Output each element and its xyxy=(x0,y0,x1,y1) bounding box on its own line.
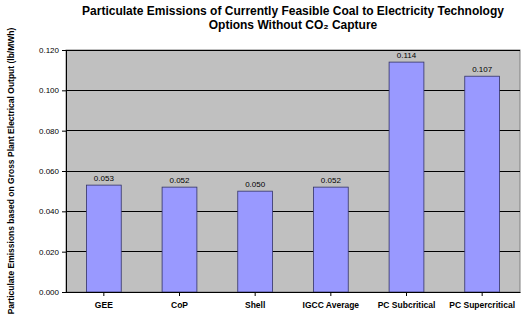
tick-mark xyxy=(103,292,104,296)
bar xyxy=(313,187,348,292)
tick-mark xyxy=(330,292,331,296)
data-label: 0.114 xyxy=(397,51,417,60)
tick-label: CoP xyxy=(171,300,188,310)
grid-line xyxy=(66,251,520,252)
plot-background xyxy=(66,50,520,292)
tick-label: 0.120 xyxy=(39,46,60,55)
tick: GEE xyxy=(95,292,113,310)
tick-label: 0.040 xyxy=(39,207,60,216)
text-line: Particulate Emissions of Currently Feasi… xyxy=(82,4,504,18)
data-label: 0.053 xyxy=(94,174,115,183)
data-label: 0.050 xyxy=(245,180,266,189)
tick-label: PC Supercritical xyxy=(449,300,515,310)
tick: PC Subcritical xyxy=(378,292,436,310)
grid-line xyxy=(66,292,520,293)
title: Particulate Emissions of Currently Feasi… xyxy=(82,4,504,32)
tick: 0.120 xyxy=(39,46,66,55)
tick: IGCC Average xyxy=(303,292,360,310)
data-labels: 0.053 0.052 0.050 0.052 0.114 0.107 xyxy=(94,51,493,189)
tick-mark xyxy=(62,252,66,253)
bar xyxy=(389,62,424,292)
tick: 0.000 xyxy=(39,288,66,297)
grid-line xyxy=(66,50,520,51)
plot-area: 0.000 0.020 0.040 0.060 0.080 0.100 0.120 GEE Co… xyxy=(39,46,521,310)
data-label: 0.107 xyxy=(472,65,493,74)
grid-line xyxy=(66,171,520,172)
grid-line xyxy=(66,211,520,212)
bars xyxy=(86,62,499,292)
tick: PC Supercritical xyxy=(449,292,515,310)
tick-mark xyxy=(62,131,66,132)
bar xyxy=(238,191,273,292)
tick-label: GEE xyxy=(95,300,113,310)
text-line: Options Without CO₂ Capture xyxy=(209,18,378,32)
y-axis: 0.000 0.020 0.040 0.060 0.080 0.100 0.120 xyxy=(39,46,67,297)
chart: 0.000 0.020 0.040 0.060 0.080 0.100 0.120 GEE Co… xyxy=(0,0,530,336)
y-axis-title: Particulate Emissions based on Gross Pla… xyxy=(6,27,16,314)
grid-line xyxy=(66,130,520,131)
tick-mark xyxy=(62,211,66,212)
tick-label: 0.080 xyxy=(39,127,60,136)
bar xyxy=(465,76,500,292)
tick-label: Shell xyxy=(245,300,265,310)
bar xyxy=(86,185,121,292)
grid xyxy=(66,50,520,292)
tick-label: 0.020 xyxy=(39,248,60,257)
tick-label: 0.060 xyxy=(39,167,60,176)
tick: CoP xyxy=(171,292,188,310)
tick: 0.020 xyxy=(39,248,66,257)
tick-mark xyxy=(179,292,180,296)
grid-line xyxy=(66,90,520,91)
tick-label: IGCC Average xyxy=(303,300,360,310)
tick-mark xyxy=(62,171,66,172)
text-line: Particulate Emissions based on Gross Pla… xyxy=(6,27,16,314)
tick-mark xyxy=(62,90,66,91)
x-axis: GEE CoP Shell IGCC Average PC Subcritical PC … xyxy=(67,292,521,310)
tick-mark xyxy=(255,292,256,296)
tick-label: 0.000 xyxy=(39,288,60,297)
tick-mark xyxy=(482,292,483,296)
axis-line xyxy=(66,51,67,293)
data-label: 0.052 xyxy=(321,176,342,185)
tick-label: PC Subcritical xyxy=(378,300,436,310)
tick: 0.080 xyxy=(39,127,66,136)
tick-label: 0.100 xyxy=(39,86,60,95)
tick: 0.040 xyxy=(39,207,66,216)
tick-mark xyxy=(406,292,407,296)
tick-mark xyxy=(62,292,66,293)
data-label: 0.052 xyxy=(169,176,190,185)
tick: 0.060 xyxy=(39,167,66,176)
bar xyxy=(162,187,197,292)
tick: Shell xyxy=(245,292,265,310)
axis-line xyxy=(67,292,521,293)
tick: 0.100 xyxy=(39,86,66,95)
tick-mark xyxy=(62,50,66,51)
